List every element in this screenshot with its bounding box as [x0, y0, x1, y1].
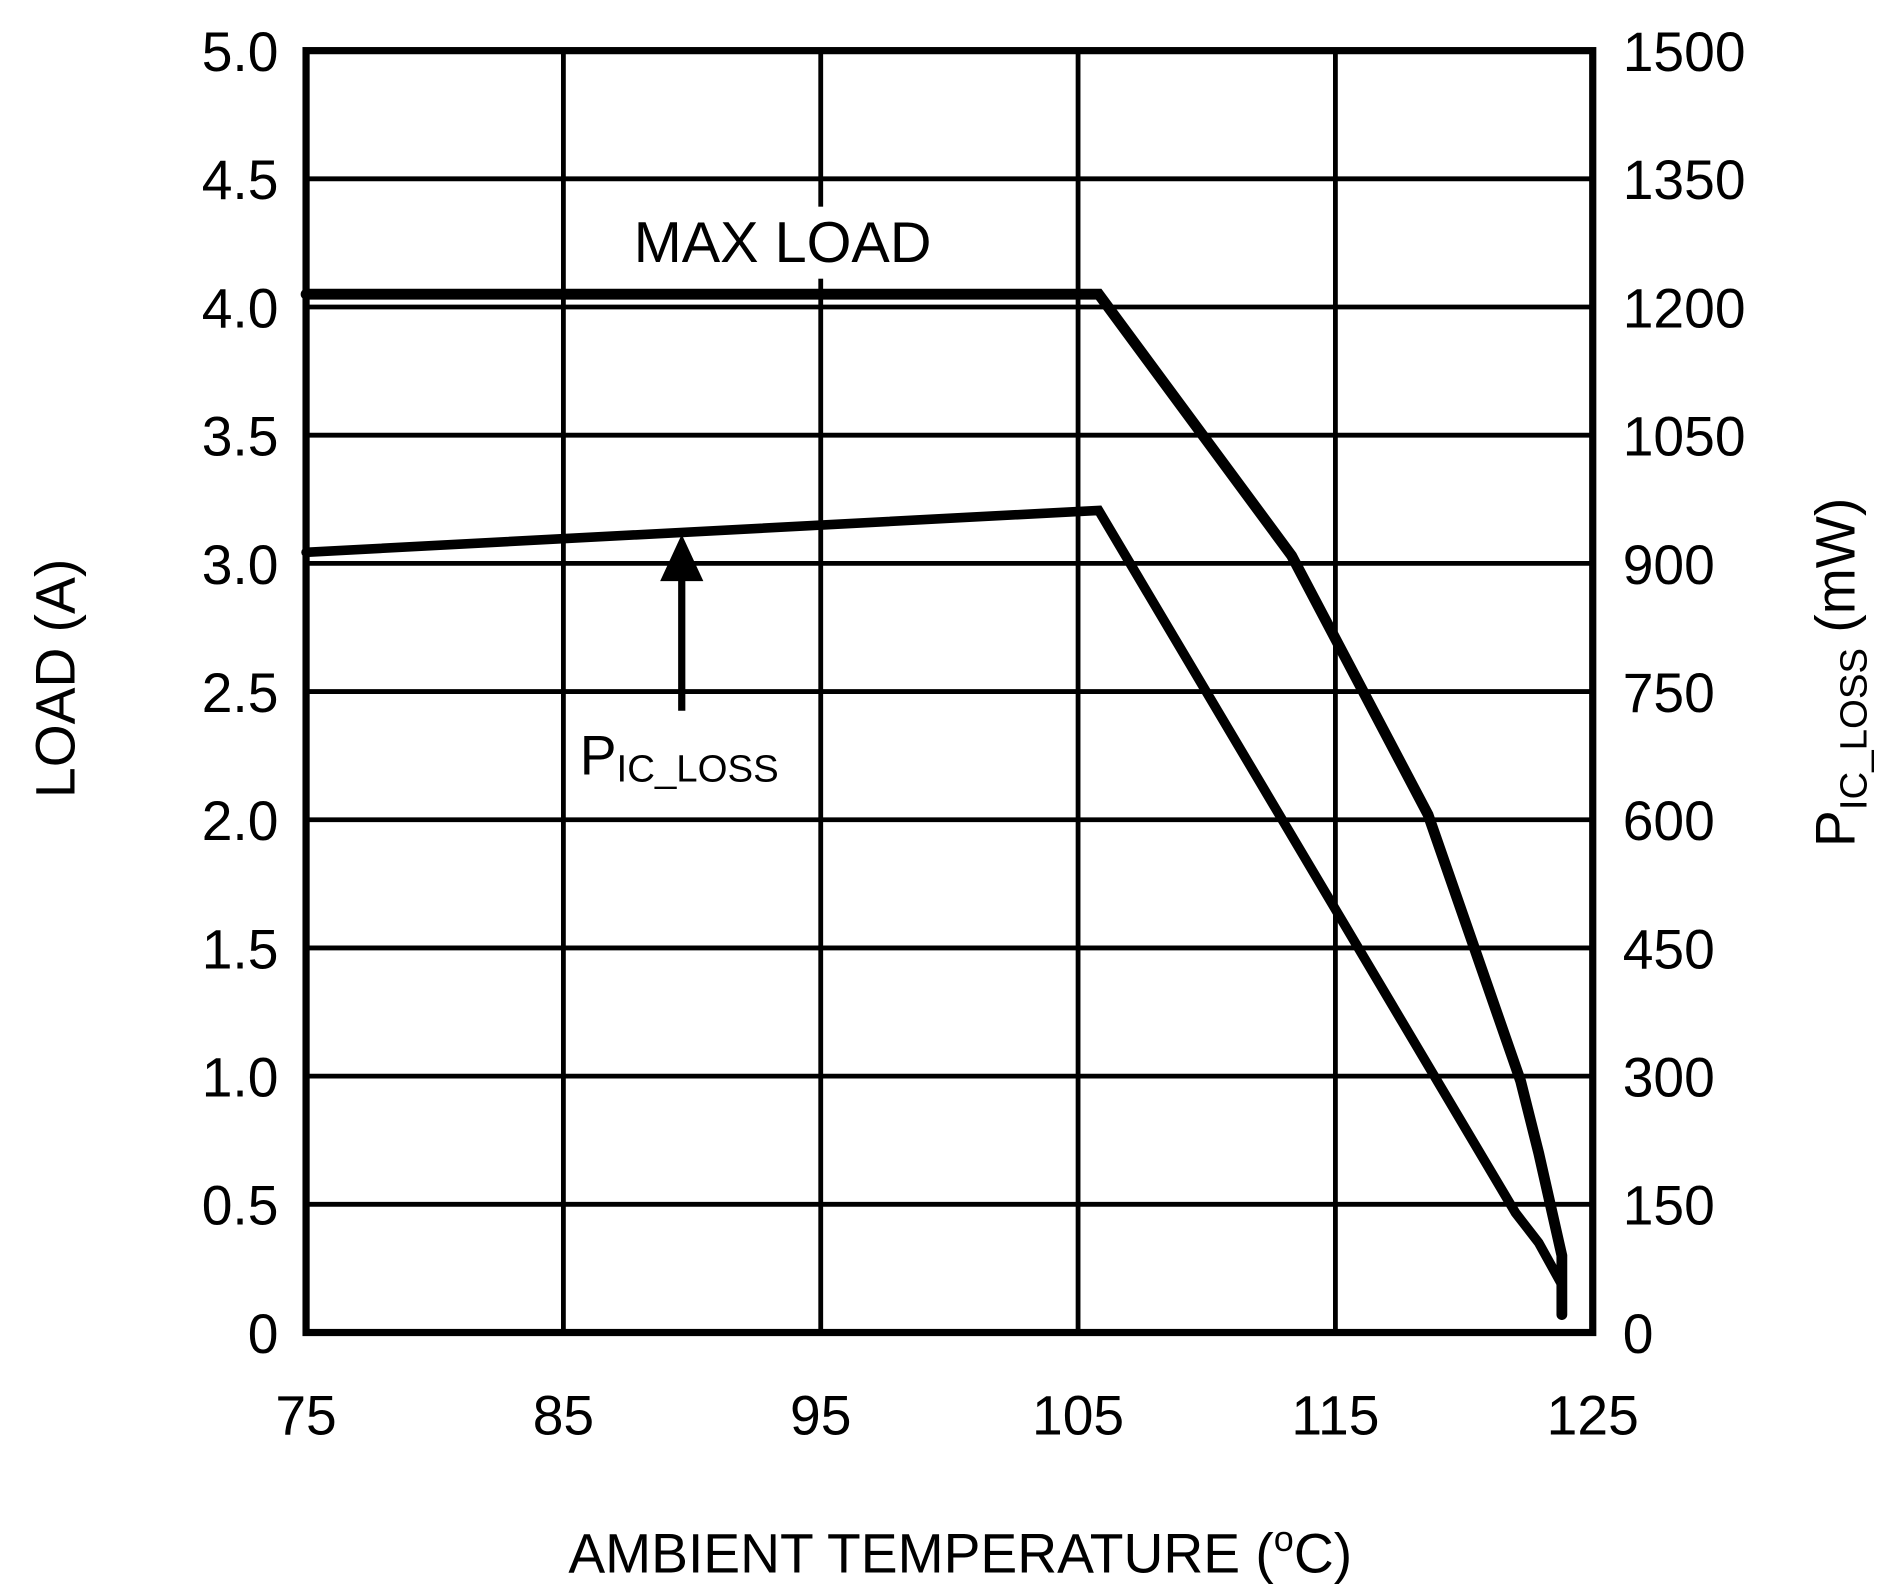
y2-tick-label: 1500 — [1623, 21, 1746, 83]
y-tick-label: 2.0 — [202, 790, 279, 852]
grid — [303, 48, 1596, 1335]
y2-tick-label: 750 — [1623, 662, 1715, 724]
ploss-annotation: PIC_LOSS — [580, 724, 779, 790]
y2-tick-label: 0 — [1623, 1303, 1654, 1365]
y-tick-label: 0 — [248, 1303, 279, 1365]
y-tick-label: 5.0 — [202, 21, 279, 83]
y-tick-label: 0.5 — [202, 1175, 279, 1237]
y-tick-label: 4.5 — [202, 149, 279, 211]
y-tick-labels: 0 0.5 1.0 1.5 2.0 2.5 3.0 3.5 4.0 4.5 5.0 — [202, 21, 279, 1365]
x-tick-label: 105 — [1032, 1385, 1124, 1447]
plot-frame — [302, 47, 1597, 1337]
y2-tick-label: 1050 — [1623, 406, 1746, 468]
x-tick-label: 85 — [533, 1385, 594, 1447]
y2-tick-label: 150 — [1623, 1175, 1715, 1237]
y2-axis-label: PIC_LOSS (mW) — [1804, 498, 1875, 847]
y2-tick-label: 1200 — [1623, 277, 1746, 339]
max-load-line — [300, 288, 1568, 1320]
y2-tick-label: 900 — [1623, 534, 1715, 596]
ploss-arrow — [660, 534, 704, 711]
x-tick-label: 115 — [1291, 1385, 1379, 1447]
x-axis-label: AMBIENT TEMPERATURE (oC) — [568, 1518, 1352, 1585]
x-tick-label: 75 — [275, 1385, 336, 1447]
y-axis-label: LOAD (A) — [24, 559, 86, 798]
x-tick-label: 95 — [790, 1385, 851, 1447]
x-tick-labels: 75 85 95 105 115 125 — [275, 1385, 1638, 1447]
y-tick-label: 3.5 — [202, 406, 279, 468]
y-tick-label: 4.0 — [202, 277, 279, 339]
y2-tick-label: 300 — [1623, 1047, 1715, 1109]
y-tick-label: 2.5 — [202, 662, 279, 724]
series-lines — [300, 288, 1568, 1320]
y2-tick-label: 600 — [1623, 790, 1715, 852]
y2-tick-label: 450 — [1623, 918, 1715, 980]
max-load-annotation: MAX LOAD — [634, 211, 932, 275]
ic-loss-line — [301, 505, 1567, 1320]
x-tick-label: 125 — [1547, 1385, 1639, 1447]
y-tick-label: 1.0 — [202, 1047, 279, 1109]
y-tick-label: 1.5 — [202, 918, 279, 980]
y-tick-label: 3.0 — [202, 534, 279, 596]
y2-tick-label: 1350 — [1623, 149, 1746, 211]
label-background — [624, 206, 985, 279]
y2-tick-labels: 0 150 300 450 600 750 900 1050 1200 1350 1500 — [1623, 21, 1746, 1365]
